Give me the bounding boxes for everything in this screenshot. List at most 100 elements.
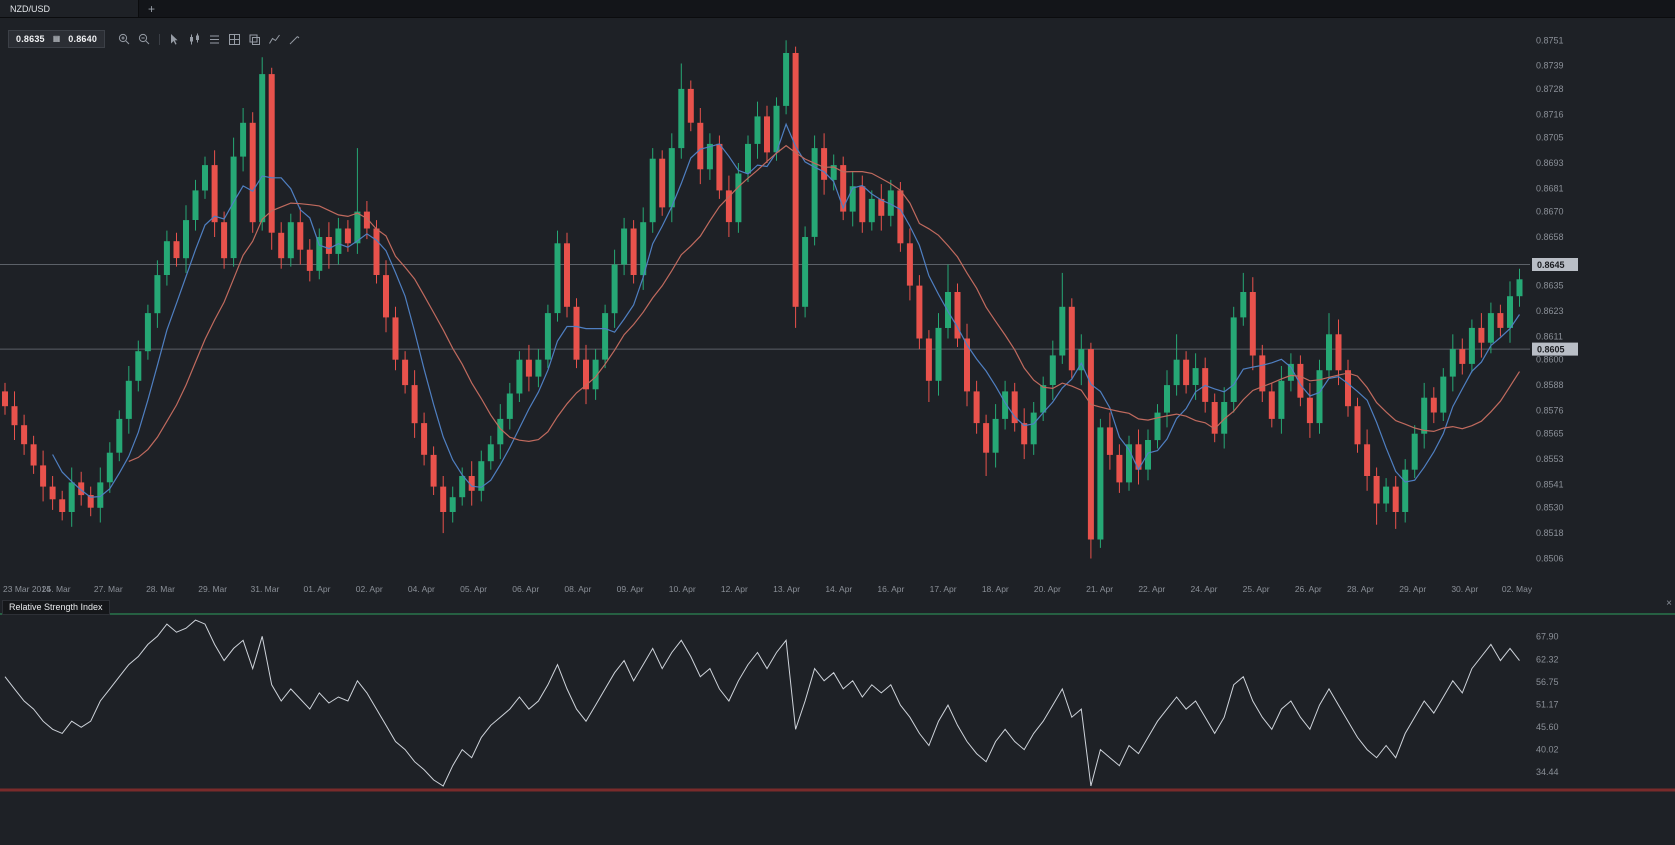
copy-chart-button[interactable]	[246, 32, 263, 47]
candle-body	[2, 391, 8, 407]
candle-body	[906, 243, 913, 286]
time-axis-label: 16. Apr	[877, 584, 904, 594]
candle-body	[773, 105, 780, 153]
candle-body	[1249, 292, 1256, 356]
candle-body	[1306, 397, 1313, 424]
candle-body	[1021, 423, 1028, 445]
buy-price-button[interactable]: 0.8640	[68, 34, 98, 44]
candle-body	[354, 211, 361, 244]
candle-body	[792, 53, 799, 307]
candle-body	[602, 313, 609, 360]
candle-body	[764, 116, 770, 153]
candle-body	[1011, 391, 1018, 424]
rsi-axis-label: 62.32	[1536, 654, 1559, 664]
candle-body	[811, 148, 818, 237]
overlay-chart-button[interactable]	[266, 32, 283, 47]
candle-body	[1287, 363, 1294, 381]
price-axis-label: 0.8751	[1536, 35, 1564, 45]
candle-body	[468, 476, 475, 491]
indicators-button[interactable]	[206, 32, 223, 47]
candle-body	[611, 264, 618, 314]
candle-body	[830, 165, 837, 180]
time-axis[interactable]	[0, 584, 1530, 598]
chart-toolbar: 0.8635 ▦ 0.8640	[8, 30, 303, 48]
candle-body	[973, 391, 980, 424]
price-level-tag	[1532, 258, 1578, 271]
price-axis-label: 0.8541	[1536, 480, 1564, 490]
candle-body	[363, 211, 370, 229]
candle-body	[30, 444, 37, 466]
time-axis-label: 28. Mar	[146, 584, 175, 594]
candle-body	[192, 190, 199, 220]
price-axis-label: 0.8565	[1536, 429, 1564, 439]
rsi-line	[4, 619, 1520, 787]
candle-body	[573, 306, 580, 360]
candle-body	[754, 116, 761, 144]
candle-body	[1326, 334, 1332, 371]
chart-type-button[interactable]	[186, 32, 203, 47]
candle-body	[1354, 406, 1361, 445]
sell-price-button[interactable]: 0.8635	[16, 34, 45, 44]
candle-body	[1192, 368, 1199, 385]
candle-body	[230, 156, 237, 259]
price-axis[interactable]	[1530, 17, 1675, 584]
candle-body	[1278, 380, 1285, 419]
candle-body	[1221, 402, 1228, 434]
candle-body	[1297, 363, 1304, 398]
candle-body	[1392, 486, 1399, 512]
price-level-tag-label: 0.8605	[1537, 345, 1565, 355]
candle-body	[411, 385, 418, 424]
candle-body	[21, 425, 28, 445]
candle-body	[1145, 440, 1151, 470]
candle-body	[1126, 444, 1132, 483]
time-axis-label: 29. Mar	[198, 584, 227, 594]
candle-body	[1135, 444, 1142, 470]
candle-body	[1364, 444, 1371, 476]
candle-body	[259, 74, 266, 223]
candle-body	[49, 486, 56, 500]
draw-tool-button[interactable]	[286, 32, 303, 47]
candle-body	[1059, 306, 1066, 356]
candle-body	[840, 165, 847, 212]
rsi-axis-label: 56.75	[1536, 677, 1559, 687]
candle-body	[221, 222, 228, 259]
candle-body	[1078, 349, 1085, 371]
rsi-axis-label: 34.44	[1536, 767, 1559, 777]
candle-body	[687, 88, 694, 123]
candle-body	[630, 228, 637, 275]
grid-settings-button[interactable]	[226, 32, 243, 47]
candle-body	[1183, 359, 1190, 386]
candle-body	[859, 186, 866, 223]
time-axis-label: 14. Apr	[825, 584, 852, 594]
candle-body	[1087, 349, 1094, 540]
candle-body	[544, 313, 551, 360]
cursor-tool-button[interactable]	[166, 32, 183, 47]
zoom-out-button[interactable]	[136, 32, 153, 47]
candle-body	[249, 122, 256, 223]
rsi-close-button[interactable]: ×	[1666, 598, 1672, 610]
new-tab-button[interactable]: +	[139, 0, 164, 17]
zoom-out-icon	[138, 33, 150, 44]
time-axis-label: 18. Apr	[982, 584, 1009, 594]
candle-body	[440, 486, 447, 512]
depth-grid-icon[interactable]: ▦	[52, 34, 61, 43]
candle-body	[535, 359, 542, 377]
price-axis-label: 0.8553	[1536, 454, 1564, 464]
candle-body	[916, 285, 923, 339]
candle-body	[954, 292, 961, 339]
pencil-icon	[289, 35, 300, 44]
price-axis-label: 0.8635	[1536, 281, 1564, 291]
zoom-in-button[interactable]	[116, 32, 133, 47]
tab-nzdusd[interactable]: NZD/USD	[0, 0, 139, 17]
candle-body	[1259, 355, 1266, 392]
candle-body	[430, 454, 437, 487]
candle-body	[1430, 397, 1437, 413]
candle-body	[125, 380, 132, 419]
candle-body	[925, 338, 932, 381]
time-axis-label: 27. Mar	[94, 584, 123, 594]
candle-body	[592, 359, 599, 390]
price-axis-label: 0.8716	[1536, 109, 1564, 119]
candle-body	[649, 158, 656, 223]
price-axis-label: 0.8611	[1536, 331, 1563, 341]
